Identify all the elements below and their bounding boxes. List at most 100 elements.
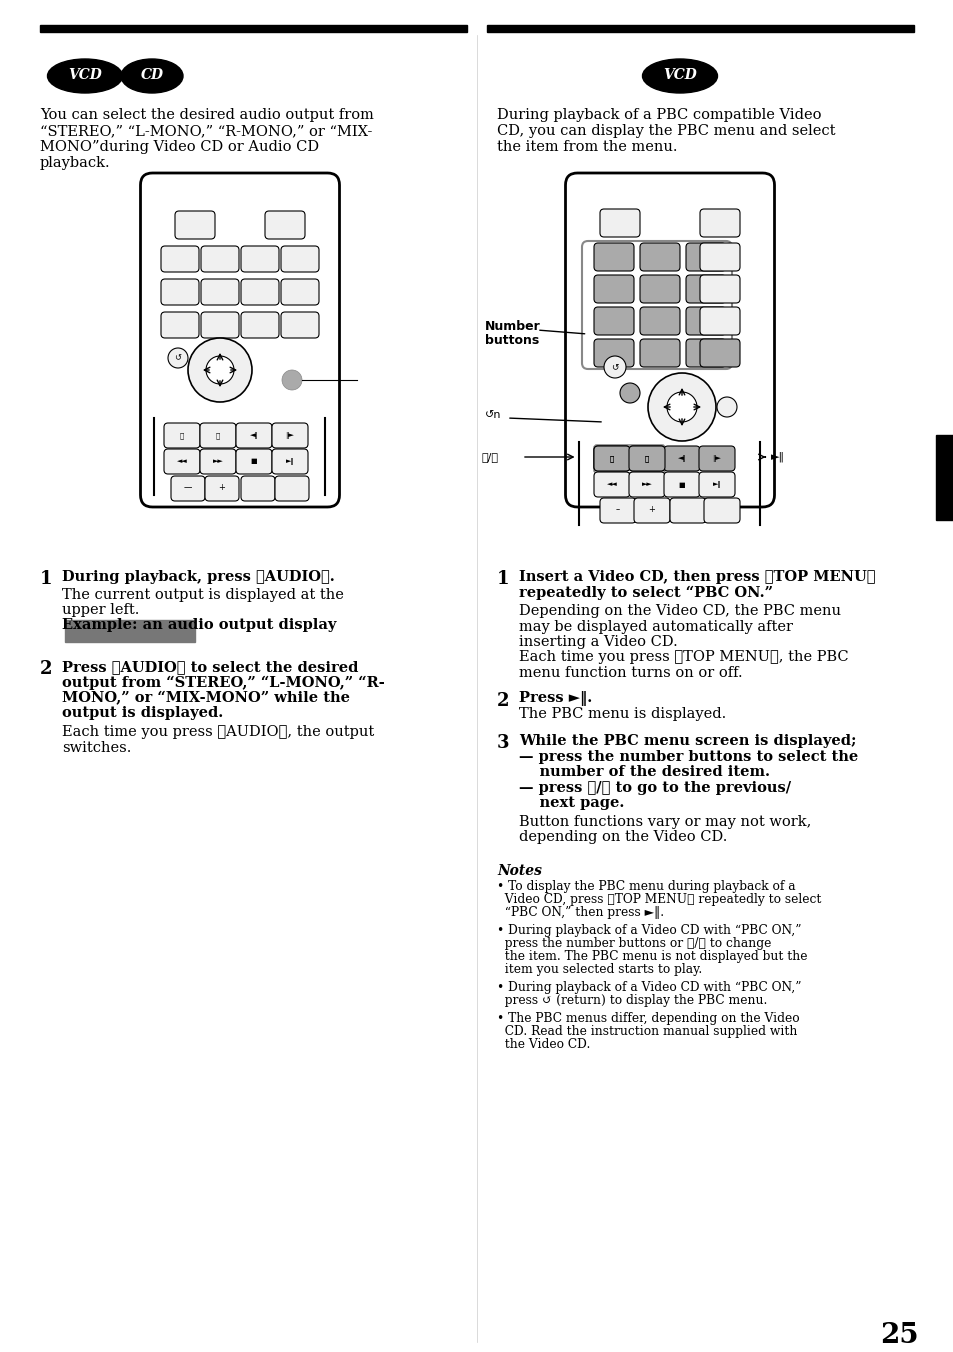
Text: ↺n: ↺n	[484, 410, 501, 420]
Ellipse shape	[48, 59, 122, 93]
Text: ⏭: ⏭	[644, 456, 648, 462]
Ellipse shape	[641, 59, 717, 93]
Text: ↺: ↺	[611, 362, 618, 372]
Text: Example: an audio output display: Example: an audio output display	[62, 618, 336, 633]
FancyBboxPatch shape	[685, 274, 725, 303]
FancyBboxPatch shape	[171, 476, 205, 502]
Circle shape	[168, 347, 188, 368]
FancyBboxPatch shape	[281, 246, 318, 272]
FancyBboxPatch shape	[663, 472, 700, 498]
Text: inserting a Video CD.: inserting a Video CD.	[518, 635, 677, 649]
Text: ‖►: ‖►	[712, 456, 720, 462]
Text: ⏭: ⏭	[215, 433, 220, 439]
FancyBboxPatch shape	[594, 446, 629, 470]
Text: Notes: Notes	[497, 864, 541, 877]
FancyBboxPatch shape	[699, 446, 734, 470]
Text: 3: 3	[497, 734, 509, 753]
Text: Each time you press ⒶAUDIOⒷ, the output: Each time you press ⒶAUDIOⒷ, the output	[62, 725, 374, 740]
FancyBboxPatch shape	[241, 312, 278, 338]
Text: The current output is displayed at the: The current output is displayed at the	[62, 588, 343, 602]
Text: The PBC menu is displayed.: The PBC menu is displayed.	[518, 707, 725, 721]
FancyBboxPatch shape	[669, 498, 705, 523]
FancyBboxPatch shape	[565, 173, 774, 507]
Text: may be displayed automatically after: may be displayed automatically after	[518, 619, 792, 634]
FancyBboxPatch shape	[700, 307, 740, 335]
Text: item you selected starts to play.: item you selected starts to play.	[497, 963, 701, 976]
Text: the item from the menu.: the item from the menu.	[497, 141, 677, 154]
Circle shape	[206, 356, 233, 384]
Text: 2: 2	[40, 660, 52, 677]
Text: output is displayed.: output is displayed.	[62, 707, 223, 721]
FancyBboxPatch shape	[700, 339, 740, 366]
Text: ↺: ↺	[174, 353, 181, 362]
FancyBboxPatch shape	[639, 274, 679, 303]
FancyBboxPatch shape	[594, 339, 634, 366]
FancyBboxPatch shape	[200, 423, 235, 448]
Text: ⏮: ⏮	[609, 456, 614, 462]
Text: Button functions vary or may not work,: Button functions vary or may not work,	[518, 815, 810, 829]
Text: press the number buttons or ⏮/⏭ to change: press the number buttons or ⏮/⏭ to chang…	[497, 937, 771, 950]
FancyBboxPatch shape	[164, 449, 200, 475]
FancyBboxPatch shape	[628, 472, 664, 498]
FancyBboxPatch shape	[639, 339, 679, 366]
Text: ►‖: ►‖	[712, 481, 720, 488]
Ellipse shape	[121, 59, 183, 93]
Text: depending on the Video CD.: depending on the Video CD.	[518, 830, 726, 845]
Text: While the PBC menu screen is displayed;: While the PBC menu screen is displayed;	[518, 734, 856, 749]
Text: menu function turns on or off.: menu function turns on or off.	[518, 667, 741, 680]
FancyBboxPatch shape	[685, 243, 725, 270]
FancyBboxPatch shape	[161, 279, 199, 306]
FancyBboxPatch shape	[200, 449, 235, 475]
Circle shape	[717, 397, 737, 416]
FancyBboxPatch shape	[594, 446, 629, 470]
Text: During playback of a PBC compatible Video: During playback of a PBC compatible Vide…	[497, 108, 821, 122]
FancyBboxPatch shape	[265, 211, 305, 239]
Text: CD, you can display the PBC menu and select: CD, you can display the PBC menu and sel…	[497, 124, 835, 138]
FancyBboxPatch shape	[699, 472, 734, 498]
FancyBboxPatch shape	[581, 241, 731, 369]
Text: “STEREO,” “L-MONO,” “R-MONO,” or “MIX-: “STEREO,” “L-MONO,” “R-MONO,” or “MIX-	[40, 124, 372, 138]
FancyBboxPatch shape	[639, 243, 679, 270]
FancyBboxPatch shape	[685, 307, 725, 335]
Text: ◄‖: ◄‖	[250, 433, 258, 439]
Text: next page.: next page.	[518, 796, 623, 810]
Text: During playback, press ⒶAUDIOⒷ.: During playback, press ⒶAUDIOⒷ.	[62, 571, 335, 584]
FancyBboxPatch shape	[201, 246, 239, 272]
Text: ■: ■	[251, 458, 257, 465]
FancyBboxPatch shape	[235, 423, 272, 448]
Text: Video CD, press ⒶTOP MENUⒷ repeatedly to select: Video CD, press ⒶTOP MENUⒷ repeatedly to…	[497, 894, 821, 906]
FancyBboxPatch shape	[594, 307, 634, 335]
FancyBboxPatch shape	[599, 498, 636, 523]
Bar	[486, 24, 913, 32]
FancyBboxPatch shape	[235, 449, 272, 475]
Text: CD. Read the instruction manual supplied with: CD. Read the instruction manual supplied…	[497, 1025, 797, 1038]
Text: VCD: VCD	[662, 68, 696, 82]
Text: Depending on the Video CD, the PBC menu: Depending on the Video CD, the PBC menu	[518, 604, 841, 618]
FancyBboxPatch shape	[700, 210, 740, 237]
Text: +: +	[648, 506, 655, 515]
FancyBboxPatch shape	[628, 446, 664, 470]
Text: ⏮: ⏮	[609, 456, 614, 462]
Text: ►►: ►►	[213, 458, 223, 465]
Text: ►‖: ►‖	[285, 458, 294, 465]
Text: Press ►‖.: Press ►‖.	[518, 691, 592, 707]
FancyBboxPatch shape	[205, 476, 239, 502]
Text: ‖►: ‖►	[285, 433, 294, 439]
Text: —: —	[184, 484, 192, 492]
Text: buttons: buttons	[484, 334, 538, 347]
FancyBboxPatch shape	[161, 312, 199, 338]
Bar	[65, 621, 194, 642]
Text: upper left.: upper left.	[62, 603, 139, 617]
FancyBboxPatch shape	[241, 279, 278, 306]
FancyBboxPatch shape	[663, 446, 700, 470]
Text: output from “STEREO,” “L-MONO,” “R-: output from “STEREO,” “L-MONO,” “R-	[62, 676, 384, 690]
FancyBboxPatch shape	[241, 476, 274, 502]
Text: Press ⒶAUDIOⒷ to select the desired: Press ⒶAUDIOⒷ to select the desired	[62, 660, 358, 675]
FancyBboxPatch shape	[685, 339, 725, 366]
FancyBboxPatch shape	[639, 307, 679, 335]
Text: • During playback of a Video CD with “PBC ON,”: • During playback of a Video CD with “PB…	[497, 982, 801, 994]
FancyBboxPatch shape	[201, 279, 239, 306]
FancyBboxPatch shape	[594, 274, 634, 303]
FancyBboxPatch shape	[201, 312, 239, 338]
FancyBboxPatch shape	[599, 210, 639, 237]
